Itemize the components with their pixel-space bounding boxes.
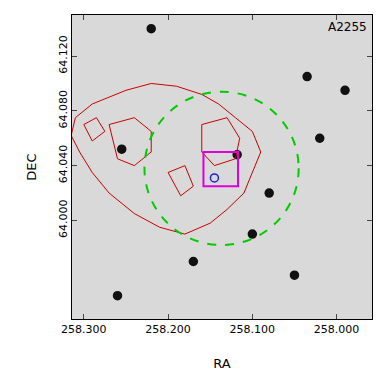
svg-text:258.300: 258.300 — [61, 323, 107, 336]
svg-text:A2255: A2255 — [328, 20, 367, 34]
svg-text:258.000: 258.000 — [314, 323, 360, 336]
svg-text:DEC: DEC — [24, 153, 39, 180]
svg-text:258.100: 258.100 — [230, 323, 276, 336]
svg-text:258.200: 258.200 — [145, 323, 191, 336]
svg-text:64.000: 64.000 — [57, 200, 70, 239]
svg-text:64.040: 64.040 — [57, 145, 70, 184]
svg-text:64.080: 64.080 — [57, 90, 70, 128]
svg-text:64.120: 64.120 — [57, 35, 70, 74]
svg-text:RA: RA — [213, 356, 231, 371]
